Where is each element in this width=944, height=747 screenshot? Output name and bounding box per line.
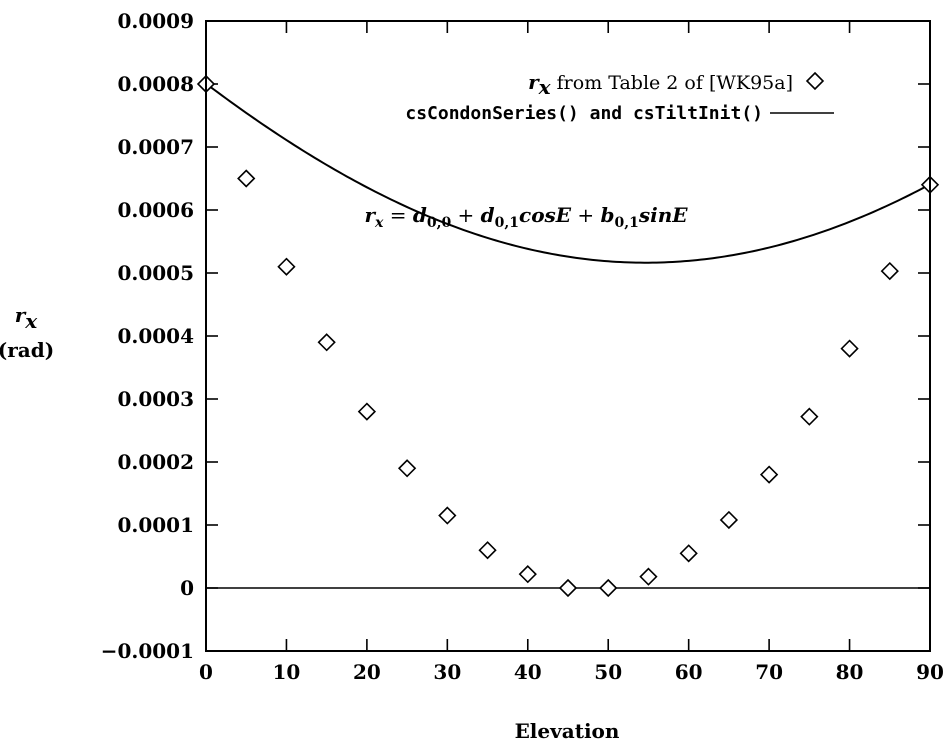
formula-annotation: rx = d0,0 + d0,1cosE + b0,1sinE [364, 203, 688, 231]
x-axis-title: Elevation [515, 719, 620, 743]
y-tick-label: 0.0003 [117, 387, 194, 411]
y-tick-label: 0.0001 [117, 513, 194, 537]
data-point-marker [397, 459, 417, 478]
data-point-marker [237, 169, 256, 188]
data-point-marker [719, 510, 739, 530]
y-tick-label: 0.0008 [117, 72, 194, 96]
data-point-marker [317, 333, 336, 352]
y-tick-label: −0.0001 [101, 639, 194, 663]
data-markers [196, 74, 940, 598]
y-axis-title: rx [15, 303, 39, 333]
data-point-marker [558, 578, 578, 598]
y-tick-label: 0.0009 [117, 9, 194, 33]
data-point-marker [357, 402, 377, 421]
fit-curve-line [205, 82, 931, 264]
legend: rx from Table 2 of [WK95a] csCondonSerie… [405, 70, 834, 124]
plot-frame [205, 20, 931, 652]
data-point-marker [599, 578, 618, 598]
y-axis-unit: (rad) [0, 338, 54, 362]
x-tick-label: 80 [836, 660, 864, 684]
data-point-marker [880, 261, 899, 281]
x-tick-label: 10 [273, 660, 301, 684]
x-tick-label: 40 [514, 660, 542, 684]
legend-label-curve: csCondonSeries() and csTiltInit() [405, 103, 763, 124]
y-tick-label: 0.0002 [117, 450, 194, 474]
y-tick-label: 0.0004 [117, 324, 194, 348]
y-tick-label: 0.0005 [117, 261, 194, 285]
data-point-marker [277, 257, 296, 276]
data-point-marker [840, 339, 859, 358]
x-tick-label: 50 [594, 660, 622, 684]
data-point-marker [800, 407, 819, 426]
x-tick-label: 20 [353, 660, 381, 684]
x-tick-label: 0 [199, 660, 213, 684]
y-tick-label: 0 [180, 576, 194, 600]
legend-diamond-marker [805, 71, 825, 91]
data-point-marker [679, 544, 698, 563]
data-point-marker [478, 541, 497, 560]
data-point-marker [639, 567, 658, 586]
legend-label-data: rx from Table 2 of [WK95a] [528, 70, 793, 99]
x-tick-label: 30 [433, 660, 461, 684]
x-tick-label: 90 [916, 660, 944, 684]
y-tick-label: 0.0006 [117, 198, 194, 222]
x-tick-label: 60 [675, 660, 703, 684]
data-point-marker [438, 506, 457, 525]
x-tick-label: 70 [755, 660, 783, 684]
y-tick-label: 0.0007 [117, 135, 194, 159]
data-point-marker [518, 565, 537, 584]
tick-labels: 0 10 20 30 40 50 60 70 80 90−0.000100.00010.00020… [101, 9, 944, 684]
data-point-marker [759, 465, 779, 484]
